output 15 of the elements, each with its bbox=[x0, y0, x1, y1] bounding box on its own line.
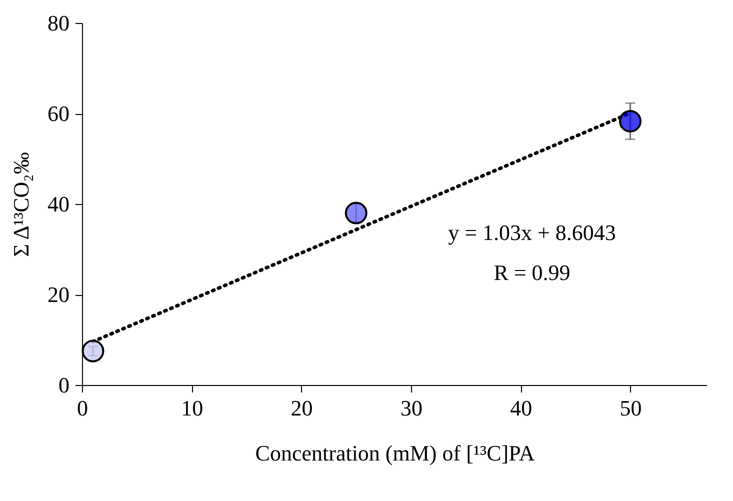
y-tick-label: 80 bbox=[48, 10, 70, 36]
y-tick-label: 60 bbox=[48, 101, 70, 126]
y-tick-label: 40 bbox=[48, 192, 70, 216]
y-tick-label: 20 bbox=[48, 282, 70, 307]
x-tick-label: 40 bbox=[510, 396, 532, 420]
x-tick-label: 20 bbox=[290, 396, 313, 420]
y-axis-title: Σ Δ¹³CO₂‰ bbox=[8, 152, 34, 257]
annotation: R = 0.99 bbox=[494, 260, 570, 285]
x-tick-label: 30 bbox=[400, 396, 422, 420]
x-axis-title: Concentration (mM) of [¹³C]PA bbox=[255, 440, 535, 466]
annotation: y = 1.03x + 8.6043 bbox=[448, 220, 616, 245]
y-tick-label: 0 bbox=[58, 372, 70, 398]
x-tick-label: 10 bbox=[181, 396, 204, 420]
x-tick-label: 50 bbox=[620, 396, 642, 420]
x-tick-label: 0 bbox=[77, 396, 88, 420]
